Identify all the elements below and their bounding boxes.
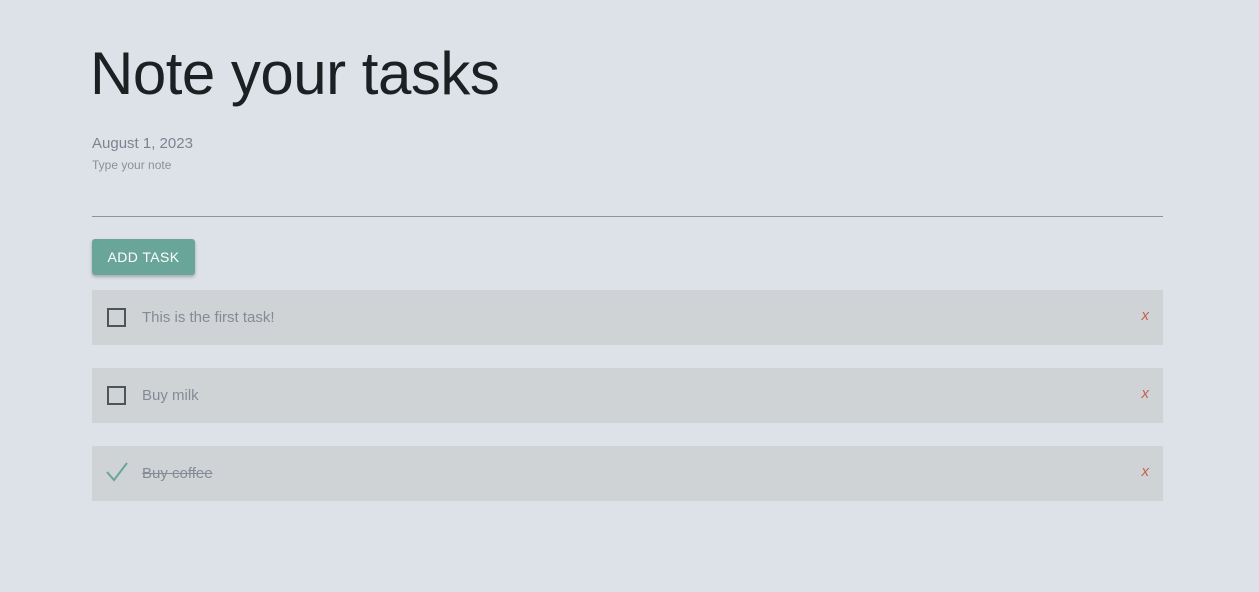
add-task-button[interactable]: ADD TASK — [92, 239, 195, 275]
page-title: Note your tasks — [90, 40, 500, 107]
checkbox-empty-icon[interactable] — [107, 308, 126, 327]
delete-task-button[interactable]: x — [1141, 385, 1150, 402]
task-text: Buy milk — [142, 387, 199, 404]
delete-task-button[interactable]: x — [1141, 463, 1150, 480]
task-list: This is the first task! x Buy milk x Buy… — [92, 290, 1163, 524]
checkmark-icon[interactable] — [105, 461, 129, 483]
task-item: Buy milk x — [92, 368, 1163, 423]
delete-task-button[interactable]: x — [1141, 307, 1150, 324]
checkbox-empty-icon[interactable] — [107, 386, 126, 405]
task-item: Buy coffee x — [92, 446, 1163, 501]
task-text-completed: Buy coffee — [142, 465, 213, 482]
task-text: This is the first task! — [142, 309, 275, 326]
note-input[interactable] — [92, 188, 1163, 212]
note-label: Type your note — [92, 158, 172, 172]
task-item: This is the first task! x — [92, 290, 1163, 345]
note-field[interactable]: Type your note — [92, 158, 1163, 217]
current-date: August 1, 2023 — [92, 135, 193, 152]
